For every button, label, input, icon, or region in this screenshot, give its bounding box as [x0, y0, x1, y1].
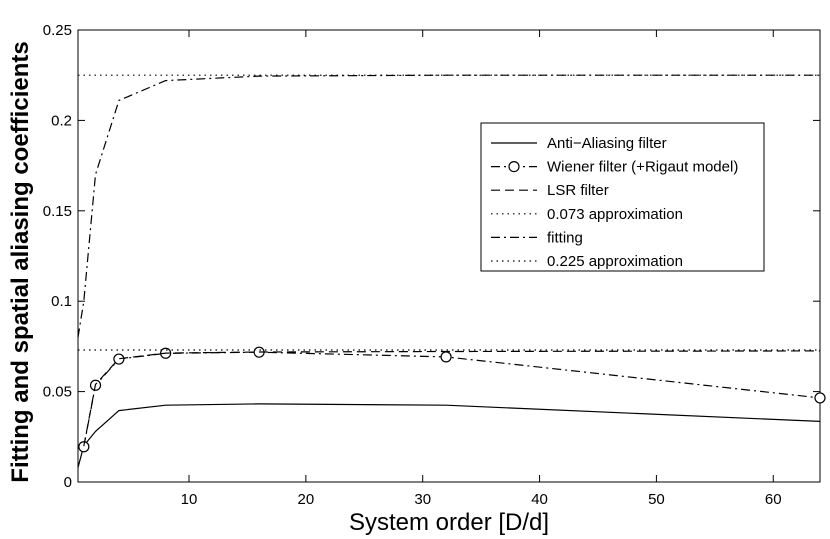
- y-tick-label: 0.15: [43, 203, 72, 220]
- data-point-marker: [440, 351, 452, 363]
- data-point-marker: [814, 392, 826, 404]
- legend-label: LSR filter: [547, 182, 609, 199]
- x-tick-label: 50: [648, 491, 665, 508]
- series-line-lsr-filter: [83, 350, 821, 447]
- plot-frame: [77, 29, 821, 483]
- plot-axes: 10 20 30 40 50 60 0 0.05 0.1 0.15 0.2 0.25: [43, 22, 821, 508]
- series-line-fitting: [77, 74, 820, 338]
- legend-label: Anti−Aliasing filter: [547, 135, 667, 152]
- data-point-marker: [113, 353, 125, 365]
- x-tick-label: 10: [181, 491, 198, 508]
- legend-label: 0.225 approximation: [547, 253, 683, 270]
- y-tick-label: 0.05: [43, 384, 72, 401]
- y-tick-label: 0.25: [43, 22, 72, 39]
- y-tick-label: 0: [64, 474, 72, 491]
- y-axis-label: Fitting and spatial aliasing coefficient…: [7, 41, 34, 482]
- x-tick-label: 60: [765, 491, 782, 508]
- x-axis-label: System order [D/d]: [349, 509, 549, 536]
- legend: Anti−Aliasing filter Wiener filter (+Riga…: [480, 122, 765, 272]
- legend-box: [480, 122, 765, 272]
- x-tick-label: 30: [414, 491, 431, 508]
- series-line-anti-aliasing-filter: [77, 403, 821, 468]
- data-point-marker: [78, 441, 90, 453]
- series-line-wiener-filter-rigaut-model-: [83, 351, 821, 447]
- x-tick-label: 20: [298, 491, 315, 508]
- legend-label: Wiener filter (+Rigaut model): [547, 159, 738, 176]
- legend-label: 0.073 approximation: [547, 206, 683, 223]
- legend-marker: [508, 161, 520, 173]
- series-layer: [77, 74, 826, 468]
- legend-label: fitting: [547, 229, 583, 246]
- x-tick-label: 40: [531, 491, 548, 508]
- y-tick-label: 0.1: [51, 293, 72, 310]
- y-tick-label: 0.2: [51, 112, 72, 129]
